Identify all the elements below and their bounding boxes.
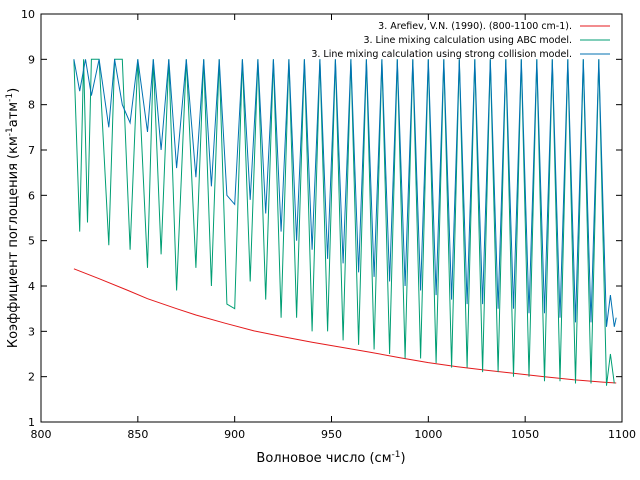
- x-tick-label: 900: [224, 428, 245, 441]
- y-tick-label: 10: [21, 8, 35, 21]
- series-line-1: [73, 268, 617, 384]
- x-axis-label-sup: -1: [392, 450, 401, 460]
- y-tick-label: 4: [28, 280, 35, 293]
- series-layer: [73, 58, 617, 386]
- legend: 3. Arefiev, V.N. (1990). (800-1100 cm-1)…: [311, 21, 610, 60]
- y-tick-label: 1: [28, 416, 35, 429]
- y-axis-label-sup-2: -1: [5, 93, 15, 102]
- y-axis-label-part-1: Коэффициент поглощения (км: [6, 136, 21, 348]
- legend-label-2: 3. Line mixing calculation using ABC mod…: [363, 35, 572, 46]
- x-tick-label: 1000: [414, 428, 442, 441]
- y-axis-label-part-3: ): [6, 88, 21, 93]
- x-axis-label: Волновое число (см-1): [256, 450, 405, 466]
- y-tick-label: 2: [28, 371, 35, 384]
- x-axis-label-end: ): [400, 451, 405, 466]
- series-line-3: [73, 59, 617, 327]
- y-axis: 1 2 3 4 5 6 7 8 9 10: [21, 8, 622, 429]
- y-tick-label: 9: [28, 53, 35, 66]
- y-tick-label: 5: [28, 235, 35, 248]
- y-tick-label: 8: [28, 99, 35, 112]
- y-axis-label: Коэффициент поглощения (км-1атм-1): [5, 88, 21, 348]
- x-tick-label: 1100: [608, 428, 636, 441]
- x-axis-label-text: Волновое число (см: [256, 451, 391, 466]
- legend-label-1: 3. Arefiev, V.N. (1990). (800-1100 cm-1)…: [378, 21, 572, 32]
- y-tick-label: 6: [28, 189, 35, 202]
- x-tick-label: 800: [31, 428, 52, 441]
- legend-label-3: 3. Line mixing calculation using strong …: [311, 49, 572, 60]
- x-tick-label: 950: [321, 428, 342, 441]
- y-tick-label: 7: [28, 144, 35, 157]
- y-axis-label-part-2: атм: [6, 102, 21, 127]
- x-tick-label: 850: [127, 428, 148, 441]
- x-tick-label: 1050: [511, 428, 539, 441]
- y-axis-label-sup-1: -1: [5, 127, 15, 136]
- x-axis: 800 850 900 950 1000 1050 1100: [31, 14, 636, 441]
- y-tick-label: 3: [28, 325, 35, 338]
